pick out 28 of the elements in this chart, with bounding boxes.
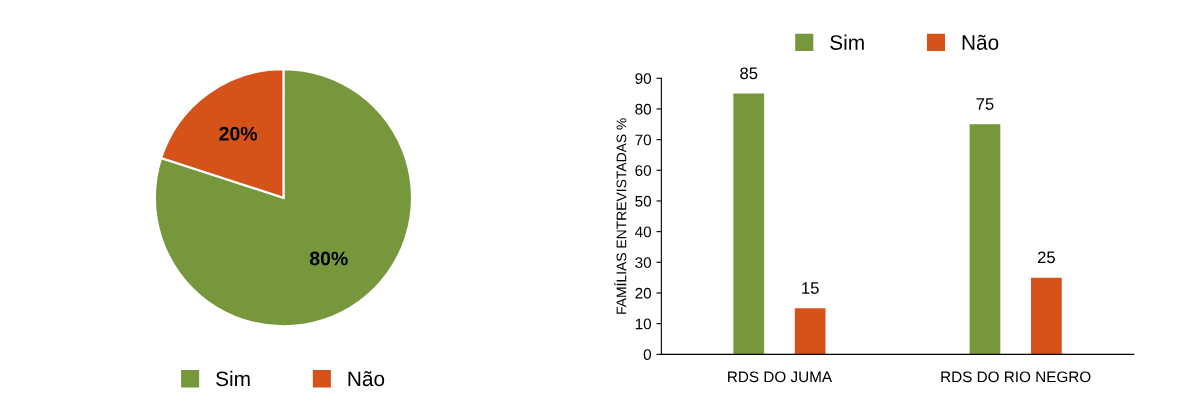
- data-label: 15: [802, 282, 819, 294]
- legend-label: Não: [348, 371, 385, 387]
- legend-label: Não: [962, 34, 999, 50]
- data-label: 25: [1037, 251, 1055, 264]
- data-label: 80%: [309, 251, 348, 266]
- bar: [733, 93, 765, 355]
- y-tick-label: 10: [635, 318, 652, 330]
- y-tick-label: 80: [635, 103, 652, 115]
- data-label: 20%: [219, 126, 258, 141]
- y-tick-label: 50: [635, 195, 652, 207]
- y-tick-label: 30: [635, 257, 652, 268]
- y-axis-title: FAMÍLIAS ENTREVISTADAS %: [614, 118, 627, 314]
- y-tick-label: 90: [635, 73, 652, 84]
- y-tick-label: 20: [635, 287, 652, 299]
- y-tick-label: 40: [635, 226, 652, 238]
- legend-label: Sim: [216, 370, 250, 387]
- bar: [969, 124, 1001, 355]
- bar: [1031, 277, 1062, 355]
- data-label: 75: [976, 98, 994, 110]
- data-label: 85: [740, 67, 758, 80]
- x-tick-label: RDS DO JUMA: [728, 371, 833, 383]
- legend-label: Sim: [830, 34, 864, 50]
- y-tick-label: 70: [635, 134, 652, 146]
- x-tick-label: RDS DO RIO NEGRO: [941, 371, 1091, 383]
- pie-slice: [153, 68, 414, 328]
- bar: [794, 308, 826, 355]
- y-tick-label: 60: [635, 165, 652, 176]
- y-tick-label: 0: [643, 349, 652, 361]
